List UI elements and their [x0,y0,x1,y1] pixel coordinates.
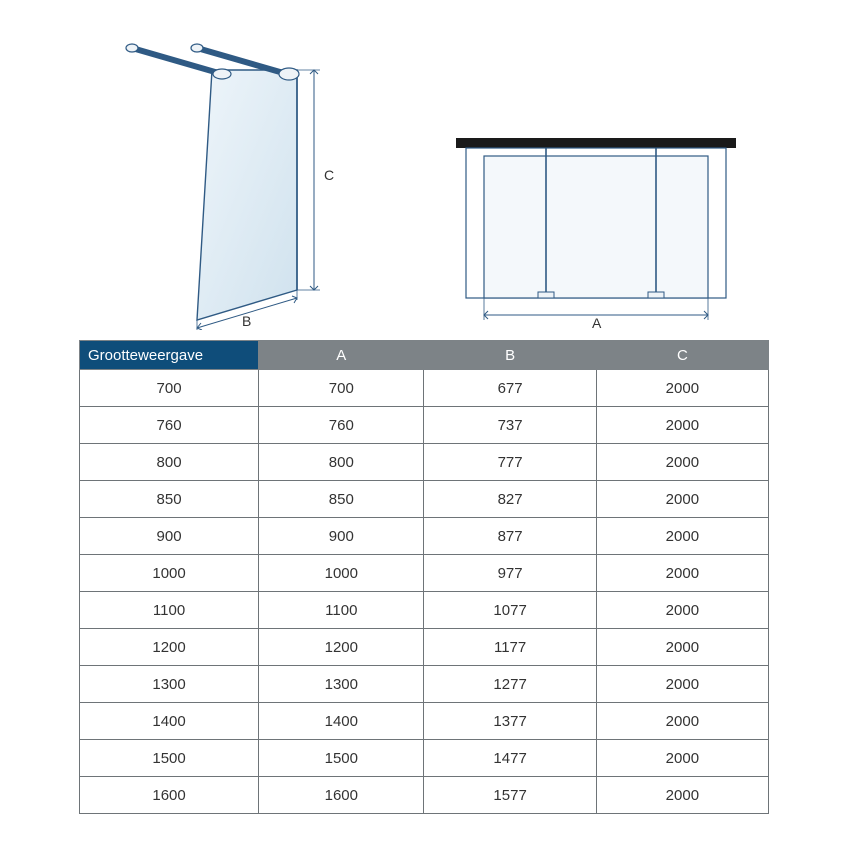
table-row: 8508508272000 [80,481,769,518]
table-cell: 2000 [596,777,768,814]
table-cell: 1300 [80,666,259,703]
table-cell: 2000 [596,740,768,777]
table-cell: 1300 [259,666,424,703]
table-cell: 1177 [424,629,596,666]
table-cell: 850 [80,481,259,518]
table-cell: 1077 [424,592,596,629]
table-cell: 760 [80,407,259,444]
table-row: 1100110010772000 [80,592,769,629]
table-cell: 2000 [596,370,768,407]
table-row: 8008007772000 [80,444,769,481]
table-cell: 900 [80,518,259,555]
table-cell: 1400 [259,703,424,740]
table-cell: 800 [80,444,259,481]
table-cell: 827 [424,481,596,518]
table-cell: 700 [259,370,424,407]
table-cell: 900 [259,518,424,555]
table-cell: 1500 [80,740,259,777]
table-cell: 2000 [596,666,768,703]
table-cell: 800 [259,444,424,481]
table-cell: 760 [259,407,424,444]
table-row: 7007006772000 [80,370,769,407]
table-cell: 1200 [80,629,259,666]
table-cell: 1100 [259,592,424,629]
table-row: 7607607372000 [80,407,769,444]
table-cell: 1477 [424,740,596,777]
table-cell: 2000 [596,592,768,629]
table-row: 1200120011772000 [80,629,769,666]
table-cell: 1400 [80,703,259,740]
table-cell: 877 [424,518,596,555]
dim-label-B: B [242,313,251,329]
table-cell: 1377 [424,703,596,740]
table-cell: 850 [259,481,424,518]
table-cell: 977 [424,555,596,592]
table-cell: 2000 [596,444,768,481]
table-cell: 737 [424,407,596,444]
table-cell: 1200 [259,629,424,666]
diagram-perspective: C B [102,30,362,330]
table-cell: 1277 [424,666,596,703]
table-row: 1500150014772000 [80,740,769,777]
table-cell: 1600 [259,777,424,814]
table-cell: 1000 [259,555,424,592]
table-header: Grootteweergave A B C [80,341,769,370]
table-row: 100010009772000 [80,555,769,592]
table-cell: 1100 [80,592,259,629]
table-cell: 2000 [596,555,768,592]
col-grootteweergave: Grootteweergave [80,341,259,370]
col-C: C [596,341,768,370]
size-table: Grootteweergave A B C 700700677200076076… [79,340,769,814]
table-cell: 2000 [596,518,768,555]
table-cell: 1600 [80,777,259,814]
diagram-elevation: A [446,120,746,330]
table-body: 7007006772000760760737200080080077720008… [80,370,769,814]
table-cell: 1000 [80,555,259,592]
table-row: 1400140013772000 [80,703,769,740]
table-cell: 2000 [596,481,768,518]
table-row: 9009008772000 [80,518,769,555]
table-cell: 2000 [596,407,768,444]
table-cell: 777 [424,444,596,481]
table-cell: 1500 [259,740,424,777]
table-row: 1300130012772000 [80,666,769,703]
col-B: B [424,341,596,370]
table-cell: 2000 [596,703,768,740]
diagram-row: C B A [20,20,828,330]
col-A: A [259,341,424,370]
dim-label-C: C [324,167,334,183]
table-cell: 1577 [424,777,596,814]
dim-label-A: A [592,315,602,330]
table-cell: 2000 [596,629,768,666]
table-cell: 677 [424,370,596,407]
table-row: 1600160015772000 [80,777,769,814]
table-cell: 700 [80,370,259,407]
